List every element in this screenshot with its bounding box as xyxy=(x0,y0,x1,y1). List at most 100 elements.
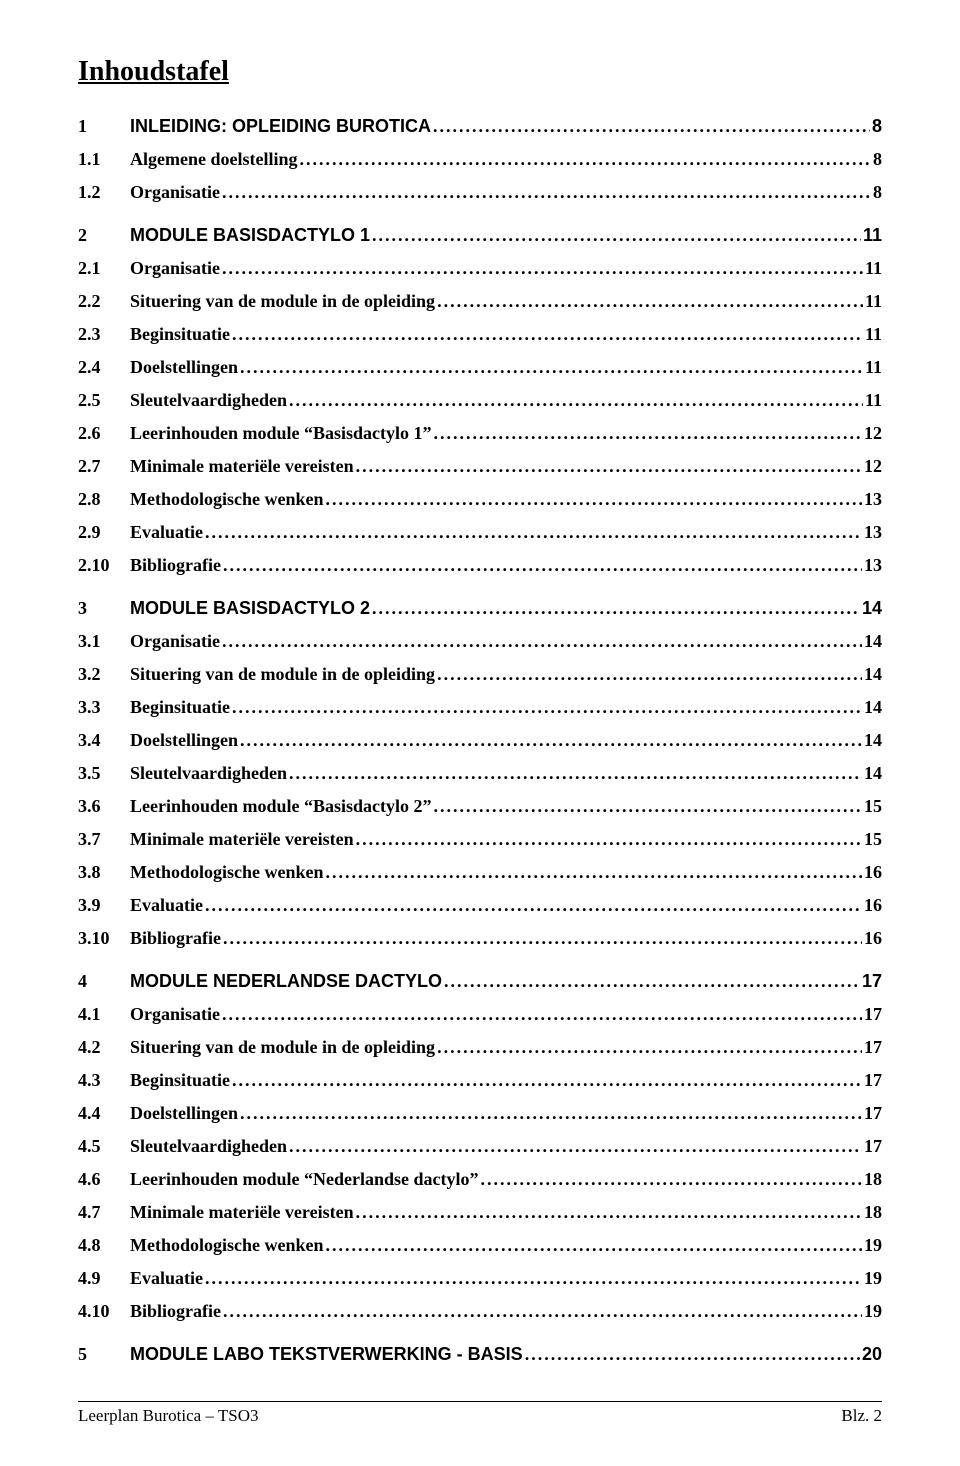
toc-entry-number: 4.5 xyxy=(78,1136,130,1157)
toc-leader-dots xyxy=(238,730,862,751)
toc-entry-label: Leerinhouden module “Nederlandse dactylo… xyxy=(130,1169,479,1190)
toc-entry-number: 4 xyxy=(78,971,130,992)
toc-entry-number: 2.5 xyxy=(78,390,130,411)
toc-entry-number: 2.9 xyxy=(78,522,130,543)
toc-entry-label: Beginsituatie xyxy=(130,697,230,718)
toc-entry-label: Doelstellingen xyxy=(130,1103,238,1124)
toc-entry: 4.2Situering van de module in de opleidi… xyxy=(78,1037,882,1058)
page: Inhoudstafel 1INLEIDING: OPLEIDING BUROT… xyxy=(0,0,960,1466)
toc-entry: 2MODULE BASISDACTYLO 111 xyxy=(78,225,882,246)
footer-divider xyxy=(78,1401,882,1402)
toc-entry-number: 4.4 xyxy=(78,1103,130,1124)
toc-entry-number: 3.10 xyxy=(78,928,130,949)
toc-leader-dots xyxy=(230,1070,862,1091)
toc-entry-label: Doelstellingen xyxy=(130,730,238,751)
toc-entry: 3.6Leerinhouden module “Basisdactylo 2”1… xyxy=(78,796,882,817)
toc-entry-page: 18 xyxy=(862,1169,882,1190)
toc-entry-label: Methodologische wenken xyxy=(130,862,324,883)
toc-entry-page: 12 xyxy=(862,456,882,477)
toc-entry-page: 13 xyxy=(862,489,882,510)
toc-entry-label: Bibliografie xyxy=(130,928,221,949)
toc-entry-label: Situering van de module in de opleiding xyxy=(130,291,435,312)
toc-title: Inhoudstafel xyxy=(78,56,882,88)
toc-entry-page: 11 xyxy=(863,324,882,345)
toc-entry-number: 2.2 xyxy=(78,291,130,312)
toc-entry-page: 17 xyxy=(862,1070,882,1091)
toc-entry: 4.9Evaluatie19 xyxy=(78,1268,882,1289)
toc-entry-number: 3.5 xyxy=(78,763,130,784)
toc-leader-dots xyxy=(354,456,862,477)
toc-entry-label: Sleutelvaardigheden xyxy=(130,1136,287,1157)
toc-leader-dots xyxy=(203,895,862,916)
toc-entry: 2.3Beginsituatie11 xyxy=(78,324,882,345)
toc-leader-dots xyxy=(238,1103,862,1124)
toc-entry-number: 4.1 xyxy=(78,1004,130,1025)
toc-entry: 1.2Organisatie8 xyxy=(78,182,882,203)
toc-leader-dots xyxy=(221,555,862,576)
toc-entry: 3.5Sleutelvaardigheden14 xyxy=(78,763,882,784)
toc-entry: 4.3Beginsituatie17 xyxy=(78,1070,882,1091)
toc-entry-number: 2.1 xyxy=(78,258,130,279)
toc-entry: 4.6Leerinhouden module “Nederlandse dact… xyxy=(78,1169,882,1190)
toc-entry-label: Evaluatie xyxy=(130,522,203,543)
toc-entry-page: 17 xyxy=(862,1103,882,1124)
toc-leader-dots xyxy=(287,390,863,411)
toc-entry: 2.6Leerinhouden module “Basisdactylo 1”1… xyxy=(78,423,882,444)
toc-entry-label: Sleutelvaardigheden xyxy=(130,390,287,411)
toc-entry: 3.9Evaluatie16 xyxy=(78,895,882,916)
toc-leader-dots xyxy=(287,763,862,784)
toc-leader-dots xyxy=(221,1301,862,1322)
toc-leader-dots xyxy=(442,971,860,992)
toc-entry-number: 2.4 xyxy=(78,357,130,378)
toc-entry-label: Methodologische wenken xyxy=(130,489,324,510)
toc-entry: 3.3Beginsituatie14 xyxy=(78,697,882,718)
toc-entry: 3.10Bibliografie 16 xyxy=(78,928,882,949)
toc-entry: 1.1Algemene doelstelling8 xyxy=(78,149,882,170)
toc-entry-number: 2.7 xyxy=(78,456,130,477)
toc-entry-label: Evaluatie xyxy=(130,1268,203,1289)
toc-entry-page: 17 xyxy=(862,1037,882,1058)
toc-entry: 3.8Methodologische wenken16 xyxy=(78,862,882,883)
toc-leader-dots xyxy=(221,928,862,949)
toc-entry-number: 4.3 xyxy=(78,1070,130,1091)
toc-entry-page: 19 xyxy=(862,1268,882,1289)
toc-entry-page: 14 xyxy=(862,631,882,652)
toc-entry-label: Organisatie xyxy=(130,182,220,203)
toc-leader-dots xyxy=(297,149,871,170)
toc-entry-number: 3.7 xyxy=(78,829,130,850)
toc-entry-page: 17 xyxy=(860,971,882,992)
toc-entry-page: 16 xyxy=(862,862,882,883)
toc-entry: 4.4Doelstellingen 17 xyxy=(78,1103,882,1124)
toc-entry-number: 4.8 xyxy=(78,1235,130,1256)
toc-leader-dots xyxy=(220,631,862,652)
toc-entry-page: 12 xyxy=(862,423,882,444)
toc-entry-number: 4.6 xyxy=(78,1169,130,1190)
toc-entry-page: 14 xyxy=(860,598,882,619)
toc-leader-dots xyxy=(220,258,863,279)
toc-entry: 3.1Organisatie14 xyxy=(78,631,882,652)
toc-leader-dots xyxy=(220,1004,862,1025)
toc-leader-dots xyxy=(523,1344,860,1365)
toc-entry-page: 11 xyxy=(861,225,882,246)
toc-entry: 2.2Situering van de module in de opleidi… xyxy=(78,291,882,312)
toc-entry-page: 14 xyxy=(862,664,882,685)
toc-entry-label: MODULE BASISDACTYLO 1 xyxy=(130,225,370,246)
footer-right: Blz. 2 xyxy=(841,1406,882,1426)
toc-entry-number: 3.6 xyxy=(78,796,130,817)
toc-entry-label: Organisatie xyxy=(130,258,220,279)
toc-leader-dots xyxy=(432,796,862,817)
toc-entry-page: 17 xyxy=(862,1004,882,1025)
toc-entry-page: 14 xyxy=(862,730,882,751)
toc-leader-dots xyxy=(435,291,863,312)
toc-leader-dots xyxy=(324,489,863,510)
toc-leader-dots xyxy=(354,829,862,850)
toc-leader-dots xyxy=(230,324,863,345)
footer-left: Leerplan Burotica – TSO3 xyxy=(78,1406,259,1426)
toc-entry-label: Minimale materiële vereisten xyxy=(130,456,354,477)
toc-entry-page: 16 xyxy=(862,928,882,949)
toc-entry-page: 8 xyxy=(871,182,882,203)
toc-entry-page: 11 xyxy=(863,291,882,312)
toc-entry: 2.1Organisatie11 xyxy=(78,258,882,279)
toc-entry-label: INLEIDING: OPLEIDING BUROTICA xyxy=(130,116,431,137)
toc-entry-label: Minimale materiële vereisten xyxy=(130,1202,354,1223)
